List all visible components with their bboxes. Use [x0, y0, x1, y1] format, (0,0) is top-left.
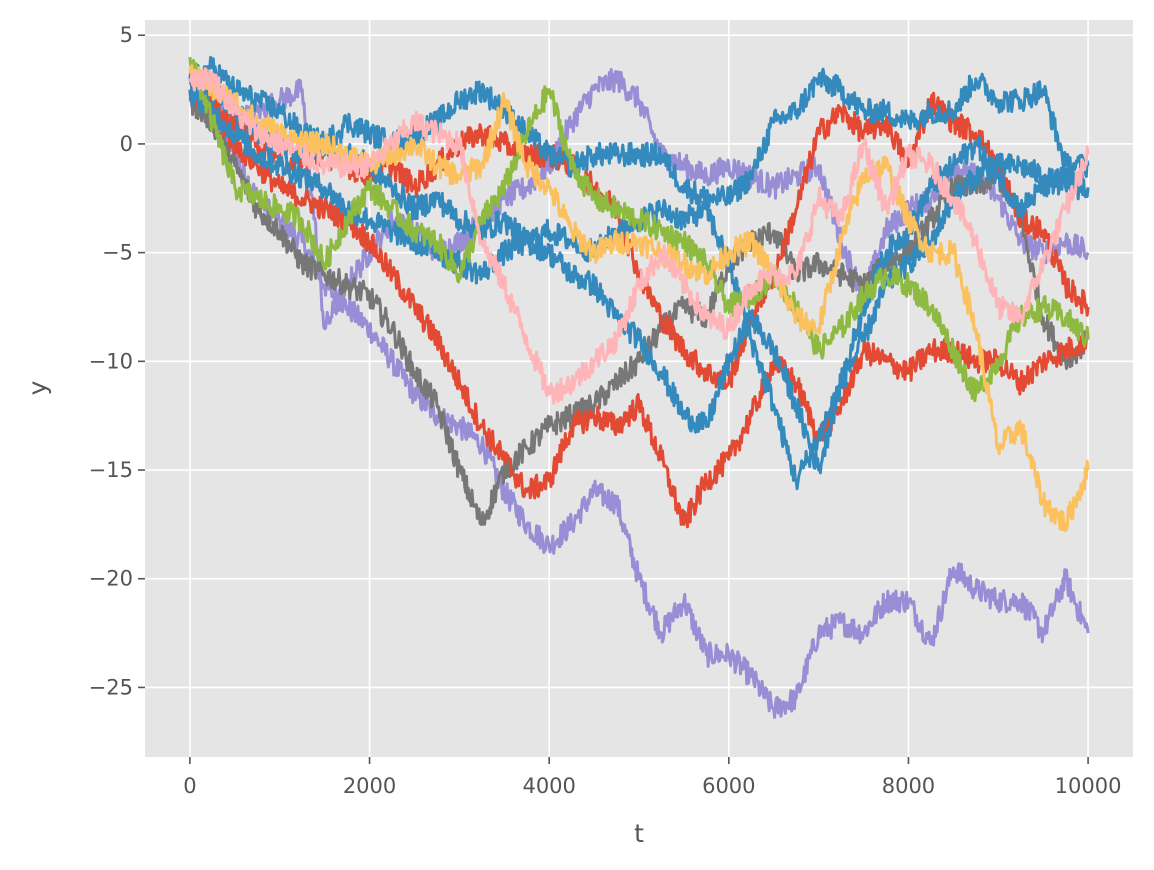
x-tick-label: 6000: [702, 774, 755, 798]
series-lines: [188, 55, 1090, 719]
x-axis-ticks: 0 2000 4000 6000 8000 10000: [183, 757, 1121, 798]
y-tick-label: −5: [102, 241, 133, 265]
x-tick-label: 8000: [882, 774, 935, 798]
y-tick-label: −20: [89, 567, 133, 591]
series-line-10: [188, 64, 1090, 533]
series-line-11: [188, 67, 1090, 405]
y-tick-label: −10: [89, 349, 133, 373]
series-line-7: [188, 55, 1090, 210]
y-tick-label: 0: [120, 132, 133, 156]
x-tick-label: 4000: [522, 774, 575, 798]
x-tick-label: 2000: [343, 774, 396, 798]
x-axis-label: t: [634, 819, 644, 848]
series-line-9: [188, 56, 1090, 403]
series-line-4: [188, 85, 1089, 529]
x-tick-label: 10000: [1055, 774, 1122, 798]
y-tick-label: −25: [89, 675, 133, 699]
y-tick-label: 5: [120, 23, 133, 47]
x-tick-label: 0: [183, 774, 196, 798]
y-axis-ticks: 5 0 −5 −10 −15 −20 −25: [89, 23, 145, 699]
y-axis-label: y: [23, 380, 52, 395]
y-tick-label: −15: [89, 458, 133, 482]
